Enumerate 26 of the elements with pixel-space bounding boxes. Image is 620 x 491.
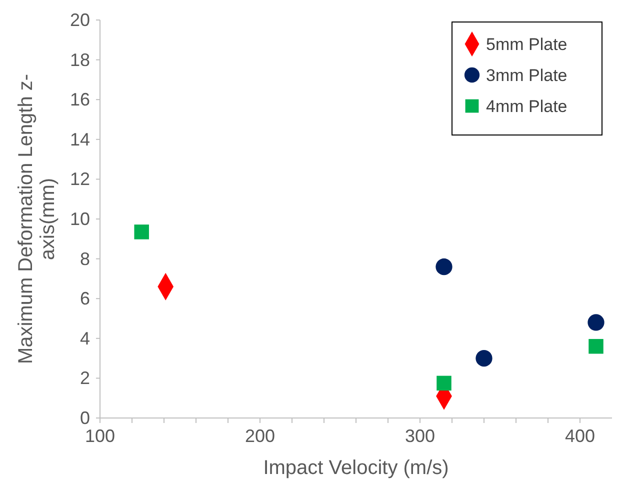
point <box>436 376 452 391</box>
point <box>436 258 452 276</box>
y-tick-label: 14 <box>70 129 90 150</box>
x-tick-label: 200 <box>244 426 276 446</box>
legend-label: 5mm Plate <box>486 34 568 54</box>
y-tick-label: 6 <box>80 288 90 309</box>
y-tick-label: 8 <box>80 248 90 269</box>
y-tick-label: 16 <box>70 90 90 110</box>
y-tick-label: 4 <box>80 328 90 348</box>
y-tick-label: 2 <box>80 368 90 388</box>
x-tick-label: 100 <box>84 426 116 446</box>
legend-label: 4mm Plate <box>486 96 568 116</box>
y-tick-label: 12 <box>70 169 90 190</box>
x-axis-title: Impact Velocity (m/s) <box>263 457 449 479</box>
y-tick-label: 0 <box>80 408 90 428</box>
point <box>134 224 149 240</box>
legend-label: 3mm Plate <box>486 66 568 85</box>
y-axis-title: Maximum Deformation Length z-axis(mm) <box>15 74 59 364</box>
y-tick-label: 10 <box>70 209 90 229</box>
y-tick-label: 18 <box>70 50 90 70</box>
point <box>476 350 492 367</box>
x-tick-label: 300 <box>404 426 436 446</box>
point <box>588 338 604 354</box>
point <box>588 314 604 331</box>
y-tick-label: 20 <box>70 10 90 30</box>
x-tick-label: 400 <box>564 426 596 446</box>
